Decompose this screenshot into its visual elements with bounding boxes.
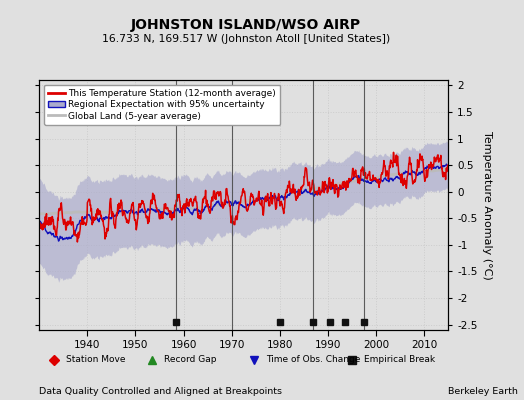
Text: Berkeley Earth: Berkeley Earth: [448, 387, 518, 396]
Text: Time of Obs. Change: Time of Obs. Change: [266, 356, 361, 364]
Text: Station Move: Station Move: [66, 356, 125, 364]
Legend: This Temperature Station (12-month average), Regional Expectation with 95% uncer: This Temperature Station (12-month avera…: [44, 84, 280, 125]
Text: Record Gap: Record Gap: [164, 356, 216, 364]
Text: Empirical Break: Empirical Break: [364, 356, 435, 364]
Y-axis label: Temperature Anomaly (°C): Temperature Anomaly (°C): [482, 131, 492, 279]
Text: 16.733 N, 169.517 W (Johnston Atoll [United States]): 16.733 N, 169.517 W (Johnston Atoll [Uni…: [102, 34, 390, 44]
Text: Data Quality Controlled and Aligned at Breakpoints: Data Quality Controlled and Aligned at B…: [39, 387, 282, 396]
Text: JOHNSTON ISLAND/WSO AIRP: JOHNSTON ISLAND/WSO AIRP: [131, 18, 362, 32]
